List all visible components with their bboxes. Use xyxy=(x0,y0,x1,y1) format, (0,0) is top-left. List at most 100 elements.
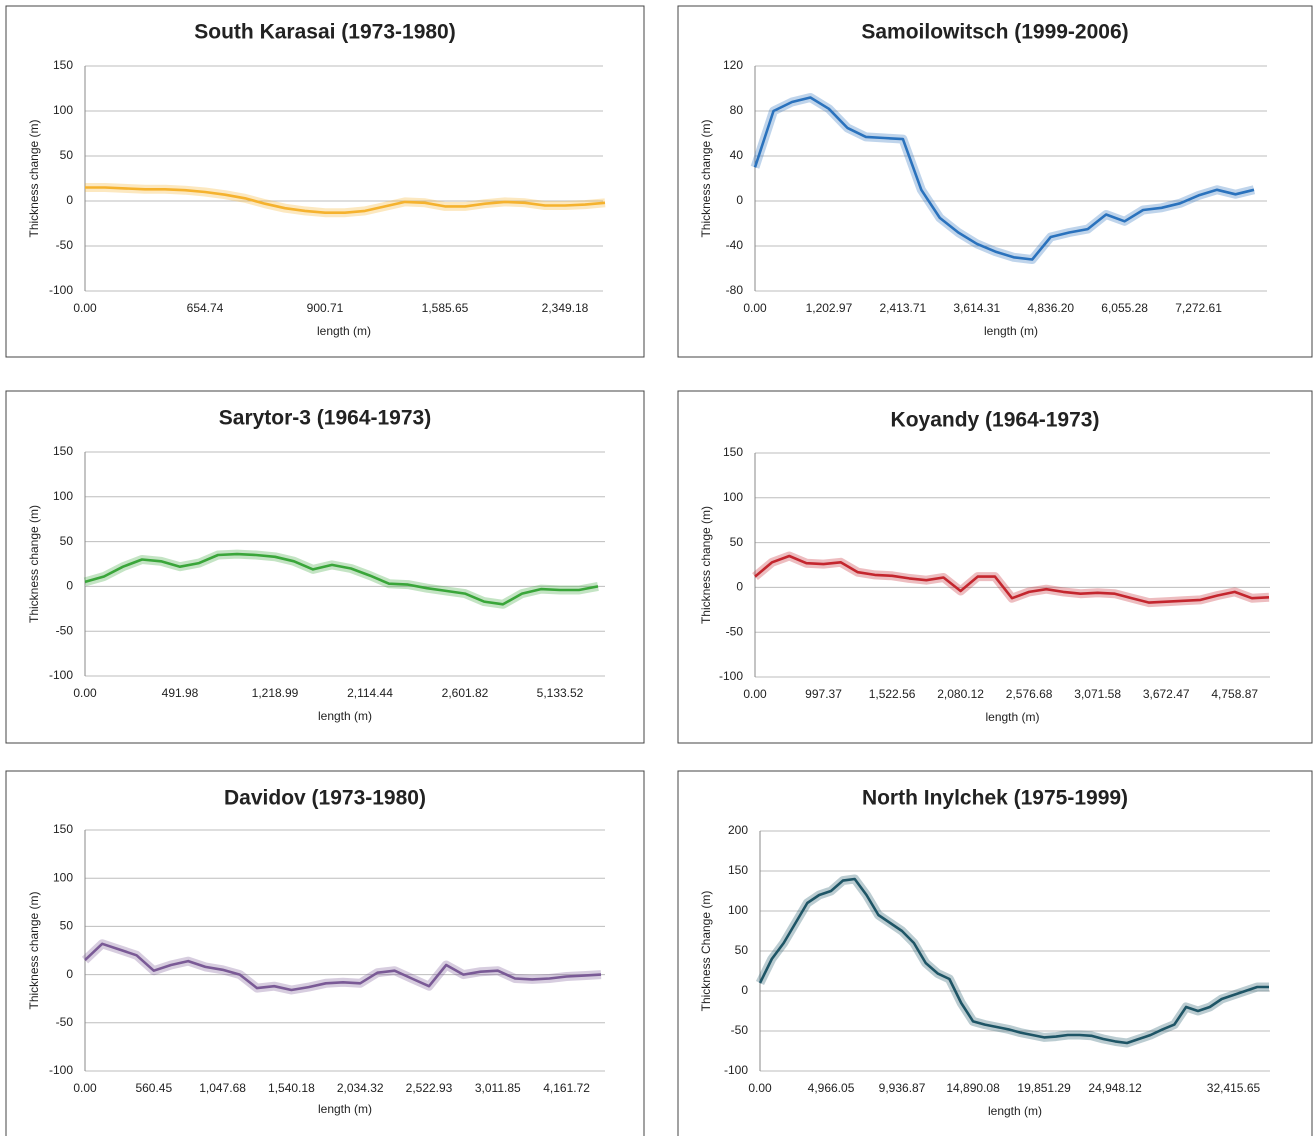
x-tick-label: 0.00 xyxy=(73,301,97,315)
data-line xyxy=(758,877,1269,1045)
x-tick-label: 0.00 xyxy=(748,1081,772,1095)
y-axis-label: Thickness change (m) xyxy=(27,505,41,623)
y-tick-label: 50 xyxy=(735,943,749,957)
x-tick-label: 0.00 xyxy=(73,1081,97,1095)
y-tick-label: -50 xyxy=(731,1023,749,1037)
x-tick-label: 3,011.85 xyxy=(475,1081,521,1095)
x-tick-label: 32,415.65 xyxy=(1207,1081,1261,1095)
x-tick-label: 2,034.32 xyxy=(337,1081,384,1095)
x-tick-label: 7,272.61 xyxy=(1175,301,1222,315)
y-axis-label: Thickness change (m) xyxy=(699,506,713,624)
y-axis-label: Thickness change (m) xyxy=(27,891,41,1009)
panel-frame xyxy=(677,5,1313,358)
x-tick-label: 4,161.72 xyxy=(543,1081,590,1095)
y-tick-label: 0 xyxy=(736,580,743,594)
y-tick-label: -50 xyxy=(56,623,74,637)
y-tick-label: -50 xyxy=(56,1015,74,1029)
y-tick-label: 120 xyxy=(723,58,743,72)
data-line xyxy=(753,96,1255,261)
y-tick-label: 100 xyxy=(53,489,73,503)
chart-panel: North Inylchek (1975-1999) -100 -50 0 50 100 1… xyxy=(677,770,1313,1136)
x-tick-label: 491.98 xyxy=(162,686,199,700)
chart-panel: Koyandy (1964-1973) -100 -50 0 50 100 150 0.00 9… xyxy=(677,390,1313,744)
y-tick-label: -100 xyxy=(49,668,73,682)
x-tick-label: 1,585.65 xyxy=(422,301,469,315)
y-tick-label: -40 xyxy=(726,238,744,252)
y-tick-label: 0 xyxy=(741,983,748,997)
x-tick-label: 9,936.87 xyxy=(879,1081,926,1095)
x-tick-label: 6,055.28 xyxy=(1101,301,1148,315)
chart-panel: South Karasai (1973-1980) -100 -50 0 50 100 15… xyxy=(5,5,645,358)
y-tick-label: -100 xyxy=(719,669,743,683)
panel-frame xyxy=(677,770,1313,1136)
chart-title: Samoilowitsch (1999-2006) xyxy=(861,21,1128,44)
y-tick-label: 50 xyxy=(60,919,74,933)
x-tick-label: 2,601.82 xyxy=(442,686,489,700)
y-tick-label: 0 xyxy=(66,193,73,207)
x-tick-label: 19,851.29 xyxy=(1017,1081,1071,1095)
chart-panel: Davidov (1973-1980) -100 -50 0 50 100 150 0.00 5… xyxy=(5,770,645,1136)
x-tick-label: 4,758.87 xyxy=(1211,687,1258,701)
x-axis-label: length (m) xyxy=(318,709,372,723)
panel-frame xyxy=(5,5,645,358)
x-tick-label: 2,522.93 xyxy=(406,1081,453,1095)
panel-frame xyxy=(677,390,1313,744)
x-tick-label: 2,576.68 xyxy=(1006,687,1053,701)
y-tick-label: -80 xyxy=(726,283,744,297)
x-tick-label: 4,836.20 xyxy=(1027,301,1074,315)
x-tick-label: 24,948.12 xyxy=(1088,1081,1142,1095)
y-tick-label: 150 xyxy=(723,445,743,459)
x-axis-label: length (m) xyxy=(317,324,371,338)
data-line xyxy=(754,554,1270,604)
x-tick-label: 14,890.08 xyxy=(946,1081,1000,1095)
y-tick-label: 0 xyxy=(66,579,73,593)
x-tick-label: 560.45 xyxy=(135,1081,172,1095)
y-tick-label: -100 xyxy=(724,1063,748,1077)
x-tick-label: 654.74 xyxy=(187,301,224,315)
x-axis-label: length (m) xyxy=(988,1104,1042,1118)
data-line xyxy=(84,942,602,992)
x-tick-label: 2,114.44 xyxy=(347,686,393,700)
y-tick-label: 50 xyxy=(730,535,744,549)
y-tick-label: -100 xyxy=(49,283,73,297)
x-tick-label: 1,202.97 xyxy=(806,301,853,315)
panel-frame xyxy=(5,770,645,1136)
x-tick-label: 1,540.18 xyxy=(268,1081,315,1095)
y-tick-label: 100 xyxy=(723,490,743,504)
y-axis-label: Thickness change (m) xyxy=(699,119,713,237)
x-tick-label: 4,966.05 xyxy=(808,1081,855,1095)
x-tick-label: 0.00 xyxy=(743,687,767,701)
chart-panel: Samoilowitsch (1999-2006) -80 -40 0 40 80 120 0… xyxy=(677,5,1313,358)
y-tick-label: 40 xyxy=(730,148,744,162)
y-tick-label: 50 xyxy=(60,534,74,548)
x-tick-label: 2,080.12 xyxy=(937,687,984,701)
y-tick-label: 150 xyxy=(53,822,73,836)
x-tick-label: 2,349.18 xyxy=(542,301,589,315)
y-tick-label: 0 xyxy=(66,967,73,981)
data-line xyxy=(84,552,599,606)
x-axis-label: length (m) xyxy=(318,1102,372,1116)
y-tick-label: -100 xyxy=(49,1063,73,1077)
chart-title: Koyandy (1964-1973) xyxy=(891,409,1100,432)
chart-title: Sarytor-3 (1964-1973) xyxy=(219,407,431,430)
y-tick-label: 200 xyxy=(728,823,748,837)
y-tick-label: -50 xyxy=(726,624,744,638)
y-tick-label: 100 xyxy=(53,870,73,884)
y-tick-label: 150 xyxy=(53,444,73,458)
x-tick-label: 1,047.68 xyxy=(199,1081,246,1095)
x-tick-label: 3,672.47 xyxy=(1143,687,1190,701)
chart-title: North Inylchek (1975-1999) xyxy=(862,787,1128,810)
x-tick-label: 5,133.52 xyxy=(537,686,584,700)
x-axis-label: length (m) xyxy=(984,324,1038,338)
x-tick-label: 1,522.56 xyxy=(869,687,916,701)
y-axis-label: Thickness Change (m) xyxy=(699,891,713,1012)
x-tick-label: 1,218.99 xyxy=(252,686,299,700)
y-tick-label: 100 xyxy=(728,903,748,917)
data-line xyxy=(85,186,606,214)
chart-title: Davidov (1973-1980) xyxy=(224,787,426,810)
x-tick-label: 997.37 xyxy=(805,687,842,701)
x-tick-label: 3,071.58 xyxy=(1074,687,1121,701)
x-axis-label: length (m) xyxy=(985,710,1039,724)
chart-title: South Karasai (1973-1980) xyxy=(194,21,455,44)
